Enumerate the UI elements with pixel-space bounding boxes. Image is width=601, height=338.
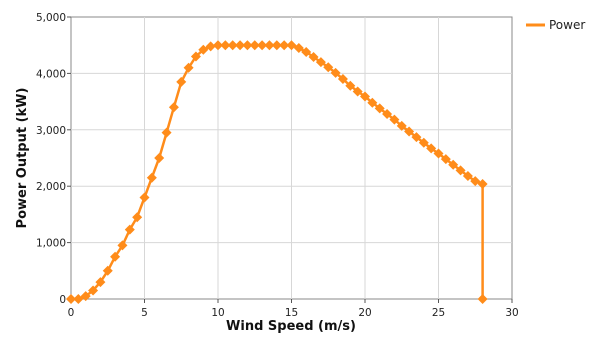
x-tick-label: 15 [285, 307, 298, 319]
data-point [190, 51, 201, 62]
data-point [264, 40, 275, 51]
data-point [176, 76, 187, 87]
data-point [396, 120, 407, 131]
data-point [279, 40, 290, 51]
data-point [110, 251, 121, 262]
data-point [440, 154, 451, 165]
data-point [213, 40, 223, 51]
data-point [462, 171, 473, 182]
y-tick-label: 2,000 [36, 181, 66, 193]
y-axis-title: Power Output (kW) [15, 88, 30, 229]
data-point [418, 137, 429, 148]
data-point [293, 43, 304, 54]
data-point [315, 57, 326, 68]
data-point [308, 52, 319, 63]
data-point [286, 40, 297, 51]
data-point [345, 80, 356, 91]
data-point [360, 91, 370, 102]
data-point [227, 40, 238, 51]
grid-lines [71, 17, 512, 299]
data-point [242, 40, 253, 51]
x-axis-title: Wind Speed (m/s) [226, 319, 356, 334]
data-point [271, 40, 282, 51]
x-tick-label: 25 [432, 307, 445, 319]
data-point [183, 62, 194, 73]
data-point [220, 40, 231, 51]
x-tick-label: 30 [505, 307, 518, 319]
data-point [433, 148, 444, 159]
data-point [477, 178, 488, 189]
data-point [448, 159, 459, 170]
legend: Power [526, 18, 585, 32]
data-point [404, 126, 415, 137]
data-point [330, 67, 341, 78]
data-point [132, 212, 143, 223]
data-point [117, 240, 128, 251]
data-point [411, 132, 422, 143]
data-point [249, 40, 260, 51]
data-point [146, 172, 157, 183]
y-tick-label: 0 [59, 294, 66, 306]
y-tick-label: 4,000 [36, 68, 66, 80]
data-point [301, 46, 312, 57]
data-point [102, 265, 113, 276]
y-tick-label: 5,000 [36, 12, 66, 24]
data-point [426, 143, 437, 154]
data-point [352, 86, 363, 97]
x-tick-label: 20 [358, 307, 371, 319]
data-point [374, 103, 385, 114]
data-point [323, 62, 334, 73]
x-tick-label: 5 [141, 307, 148, 319]
data-point [205, 41, 216, 52]
legend-label-power: Power [549, 18, 585, 32]
data-point [257, 40, 268, 51]
data-point [455, 165, 466, 176]
data-point [80, 291, 91, 302]
y-tick-labels: 0 1,000 2,000 3,000 4,000 5,000 [36, 12, 66, 306]
data-point [73, 294, 84, 304]
y-tick-label: 3,000 [36, 125, 66, 137]
data-point [337, 74, 348, 85]
x-tick-label: 0 [68, 307, 75, 319]
data-point [389, 114, 400, 125]
data-point [161, 127, 172, 138]
data-point [367, 97, 378, 108]
data-point [235, 40, 246, 51]
data-point [139, 192, 150, 203]
data-point [95, 277, 106, 288]
data-point [88, 285, 99, 296]
y-tick-label: 1,000 [36, 238, 66, 250]
x-tick-label: 10 [211, 307, 224, 319]
x-tick-labels: 0 5 10 15 20 25 30 [68, 307, 519, 319]
data-point [124, 224, 135, 235]
data-point [154, 153, 165, 163]
data-point [198, 44, 209, 55]
data-point [382, 109, 393, 120]
data-point [168, 102, 179, 113]
data-point [470, 176, 481, 187]
data-point [477, 294, 488, 304]
series-layer [66, 40, 488, 304]
data-point [66, 294, 76, 304]
